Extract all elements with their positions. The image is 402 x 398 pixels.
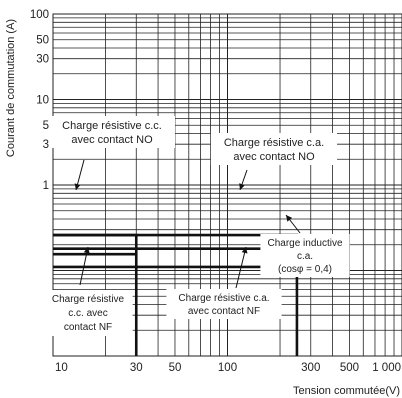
leader-line bbox=[79, 246, 89, 286]
annotation-ac-inductive-line: (cosφ = 0,4) bbox=[278, 264, 332, 275]
leader-arrowhead bbox=[286, 215, 293, 222]
annotation-bg bbox=[210, 133, 337, 165]
annotation-ac-resistive-nf-line: avec contact NF bbox=[188, 306, 260, 317]
leader-arrowhead bbox=[239, 183, 245, 190]
x-tick-label: 1 000 bbox=[372, 362, 401, 374]
grid bbox=[52, 14, 402, 357]
annotation-bg bbox=[48, 116, 175, 148]
annotation-bg bbox=[43, 290, 133, 336]
annotation-bg bbox=[260, 234, 350, 277]
leader-arrowhead bbox=[74, 183, 81, 190]
annotations: Charge résistive c.c. avec contact NO Char… bbox=[43, 116, 350, 336]
annotation-ac-resistive-nf-line: Charge résistive c.a. bbox=[178, 293, 269, 304]
annotation-dc-resistive-no-line: Charge résistive c.c. bbox=[62, 120, 162, 132]
leader-arrowhead bbox=[241, 247, 248, 254]
y-tick-label: 100 bbox=[30, 9, 49, 21]
y-tick-label: 50 bbox=[36, 35, 49, 47]
y-axis-label: Courant de commutation (A) bbox=[5, 19, 17, 157]
x-tick-label: 50 bbox=[169, 362, 182, 374]
x-tick-labels: 10 30 50 100 300 500 1 000 bbox=[55, 362, 401, 374]
annotation-ac-inductive-line: Charge inductive bbox=[267, 238, 342, 249]
y-tick-label: 30 bbox=[36, 54, 49, 66]
plot-frame bbox=[52, 13, 402, 357]
annotation-ac-resistive-no-line: avec contact NO bbox=[233, 151, 315, 163]
x-tick-label: 10 bbox=[55, 362, 68, 374]
y-tick-label: 3 bbox=[43, 139, 49, 151]
annotation-dc-resistive-nf-line: c.c. avec bbox=[68, 308, 107, 319]
annotation-dc-resistive-no-line: avec contact NO bbox=[71, 134, 153, 146]
leader-line bbox=[235, 246, 247, 289]
x-tick-label: 500 bbox=[340, 362, 359, 374]
annotation-ac-resistive-no-line: Charge résistive c.a. bbox=[224, 137, 324, 149]
y-tick-label: 10 bbox=[36, 95, 49, 107]
y-tick-labels: 100 50 30 10 5 3 1 bbox=[30, 9, 49, 192]
annotation-dc-resistive-nf-line: Charge résistive bbox=[52, 294, 125, 305]
annotation-ac-inductive-line: c.a. bbox=[297, 251, 313, 262]
x-axis-label: Tension commutée(V) bbox=[293, 385, 400, 397]
annotation-dc-resistive-nf-line: contact NF bbox=[64, 322, 112, 333]
annotation-leaders bbox=[74, 159, 301, 289]
x-tick-label: 300 bbox=[301, 362, 320, 374]
y-tick-label: 1 bbox=[43, 180, 49, 192]
y-tick-label: 5 bbox=[43, 120, 49, 132]
x-tick-label: 100 bbox=[218, 362, 237, 374]
leader-arrowhead bbox=[83, 247, 90, 254]
annotation-bg bbox=[166, 289, 282, 319]
x-tick-label: 30 bbox=[130, 362, 143, 374]
